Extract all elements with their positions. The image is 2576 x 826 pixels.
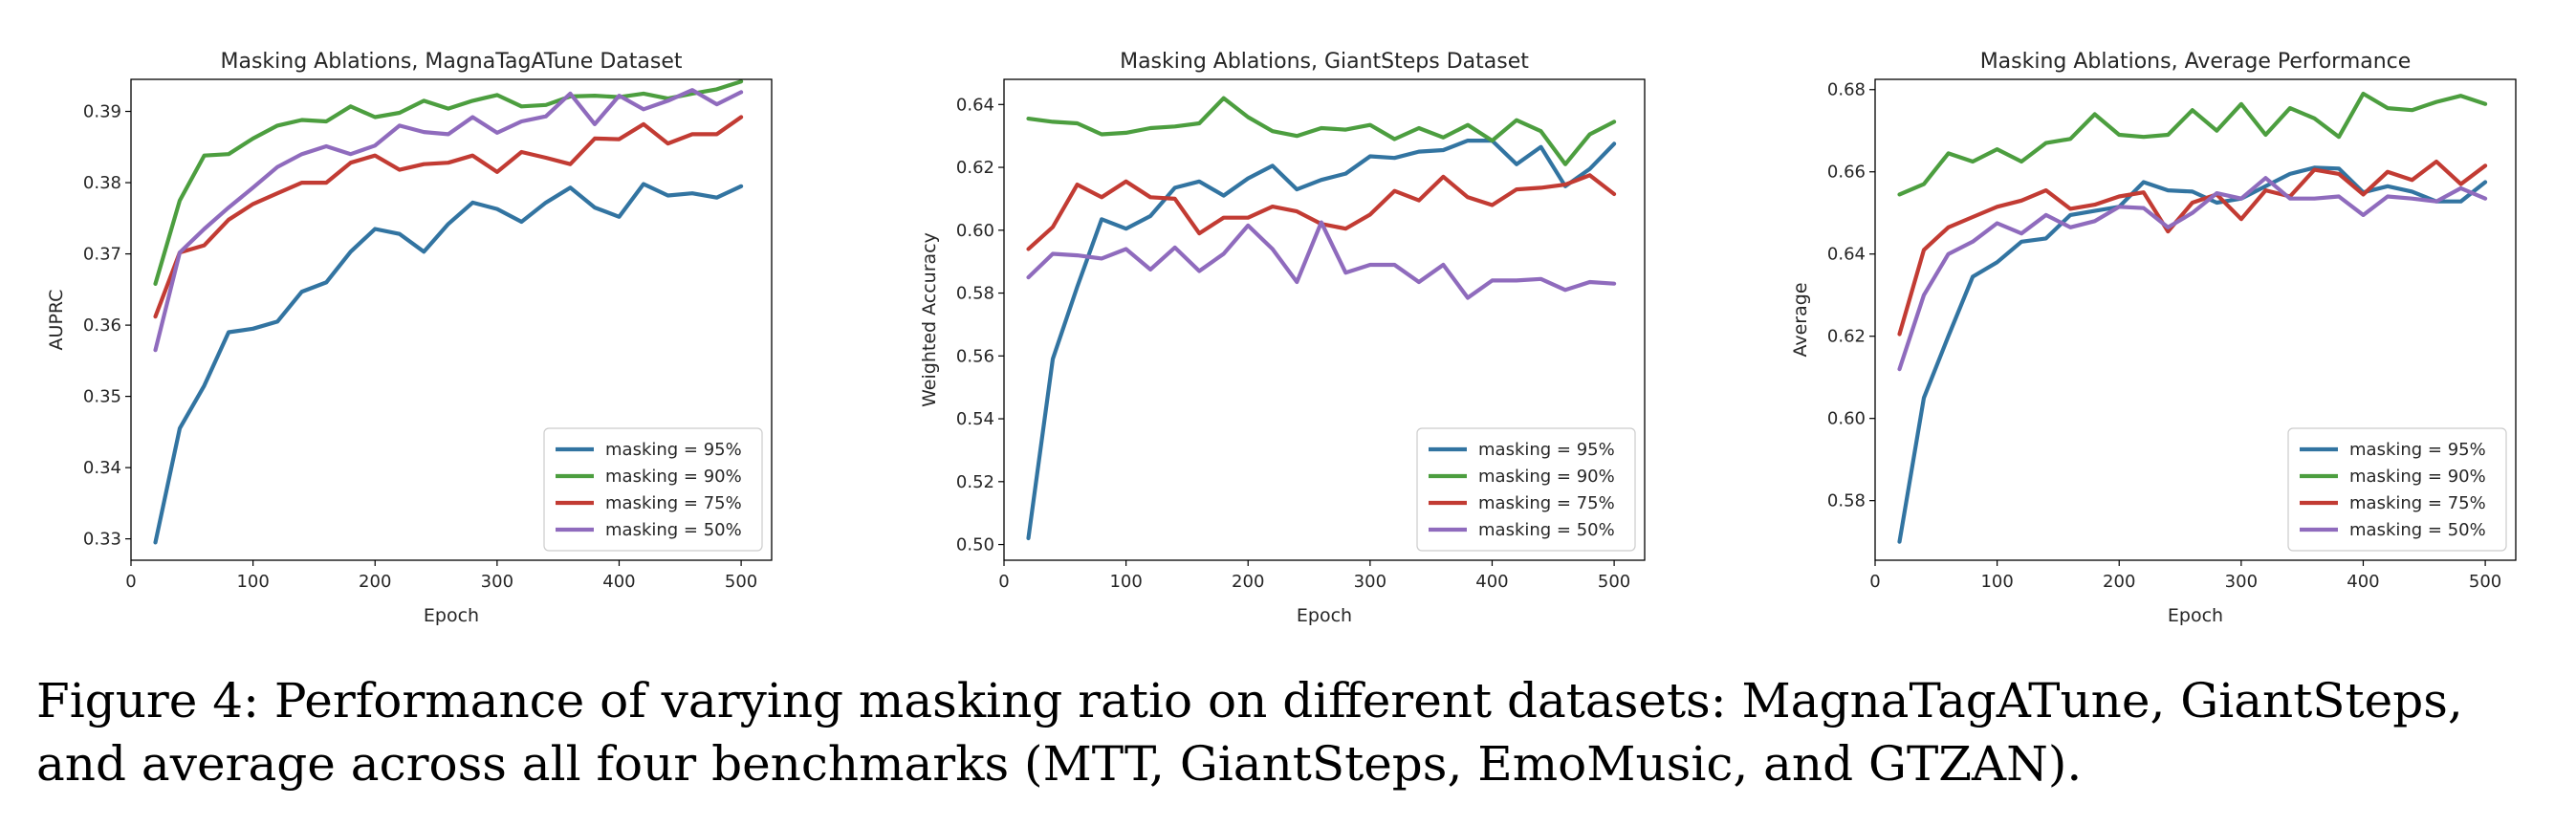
series-line-50 (1026, 220, 1617, 300)
x-tick-label: 200 (1232, 572, 1264, 592)
chart-giantsteps: Masking Ablations, GiantSteps Dataset Ep… (919, 50, 1646, 626)
series-line-95 (1026, 139, 1617, 541)
chart-magnatagatune: Masking Ablations, MagnaTagATune Dataset… (46, 50, 773, 626)
x-tick-label: 300 (1354, 572, 1386, 592)
series-line-75 (1026, 173, 1617, 251)
series-line-75 (153, 115, 744, 319)
x-axis-label: Epoch (424, 605, 479, 626)
chart-title: Masking Ablations, GiantSteps Dataset (1120, 50, 1529, 74)
legend-entry: masking = 75% (605, 493, 742, 513)
y-tick-label: 0.50 (956, 535, 994, 555)
legend-box (2287, 427, 2507, 552)
legend-entry: masking = 90% (1478, 467, 1615, 487)
y-tick-label: 0.38 (83, 173, 121, 193)
series-line-90 (1026, 96, 1617, 166)
x-tick-label: 0 (998, 572, 1009, 592)
legend-entry: masking = 50% (605, 520, 742, 540)
x-tick-label: 100 (1109, 572, 1142, 592)
series-line-90 (153, 79, 744, 286)
x-tick-label: 500 (725, 572, 757, 592)
legend: masking = 95% masking = 90% masking = 75% m… (543, 427, 763, 552)
legend-entry: masking = 95% (1478, 440, 1615, 460)
legend: masking = 95% masking = 90% masking = 75% m… (1416, 427, 1636, 552)
y-tick-label: 0.35 (83, 387, 121, 407)
plot-frame (130, 78, 773, 561)
y-tick-label: 0.60 (1827, 409, 1866, 429)
y-tick-label: 0.56 (956, 346, 994, 366)
x-tick-label: 300 (481, 572, 513, 592)
x-tick-label: 100 (1980, 572, 2013, 592)
y-axis-label: Average (1790, 282, 1811, 357)
y-tick-label: 0.39 (83, 102, 121, 122)
y-tick-label: 0.33 (83, 530, 121, 550)
legend-entry: masking = 75% (1478, 493, 1615, 513)
legend-entry: masking = 75% (2349, 493, 2486, 513)
y-tick-label: 0.37 (83, 245, 121, 265)
chart-title: Masking Ablations, MagnaTagATune Dataset (221, 50, 683, 74)
y-tick-label: 0.36 (83, 315, 121, 336)
x-tick-label: 500 (1598, 572, 1630, 592)
y-tick-label: 0.64 (1827, 245, 1866, 265)
y-tick-label: 0.54 (956, 409, 994, 429)
x-tick-label: 0 (125, 572, 136, 592)
x-tick-label: 200 (2103, 572, 2135, 592)
legend-entry: masking = 95% (2349, 440, 2486, 460)
legend-box (1416, 427, 1636, 552)
x-tick-label: 300 (2225, 572, 2258, 592)
x-tick-label: 200 (359, 572, 391, 592)
y-tick-label: 0.64 (956, 95, 994, 115)
axis-ticks: 0 100 200 300 400 500 0.50 0.52 0.54 0.56 0.58 0.60… (956, 95, 1630, 592)
series-line-95 (1897, 165, 2488, 544)
legend-entry: masking = 95% (605, 440, 742, 460)
y-axis-label: Weighted Accuracy (919, 232, 940, 407)
legend-box (543, 427, 763, 552)
chart-average-performance: Masking Ablations, Average Performance E… (1790, 50, 2517, 626)
legend-entry: masking = 90% (2349, 467, 2486, 487)
y-tick-label: 0.52 (956, 472, 994, 492)
y-tick-label: 0.58 (1827, 491, 1866, 511)
x-tick-label: 400 (2347, 572, 2379, 592)
axis-ticks: 0 100 200 300 400 500 0.58 0.60 0.62 0.64 0.66 0.68 (1827, 80, 2501, 592)
series-line-50 (1897, 176, 2488, 372)
y-tick-label: 0.62 (956, 158, 994, 178)
figure-panels: Masking Ablations, MagnaTagATune Dataset… (46, 50, 2517, 626)
figure-caption: Figure 4: Performance of varying masking… (36, 673, 2463, 792)
x-axis-label: Epoch (2168, 605, 2223, 626)
x-tick-label: 0 (1869, 572, 1880, 592)
y-tick-label: 0.62 (1827, 327, 1866, 347)
y-axis-label: AUPRC (46, 290, 67, 351)
legend-entry: masking = 50% (1478, 520, 1615, 540)
series-line-50 (153, 88, 744, 353)
y-tick-label: 0.68 (1827, 80, 1866, 100)
y-tick-label: 0.34 (83, 458, 121, 478)
legend-entry: masking = 90% (605, 467, 742, 487)
plot-frame (1003, 78, 1646, 561)
axis-ticks: 0 100 200 300 400 500 0.33 0.34 0.35 0.36 0.37 0.38… (83, 102, 757, 592)
x-tick-label: 400 (1475, 572, 1508, 592)
plot-frame (1874, 78, 2517, 561)
x-tick-label: 500 (2469, 572, 2501, 592)
x-tick-label: 100 (236, 572, 269, 592)
y-tick-label: 0.60 (956, 221, 994, 241)
series-line-90 (1897, 91, 2488, 197)
series-lines (1897, 91, 2488, 544)
chart-title: Masking Ablations, Average Performance (1980, 50, 2412, 74)
x-axis-label: Epoch (1297, 605, 1352, 626)
y-tick-label: 0.58 (956, 284, 994, 304)
series-lines (1026, 96, 1617, 541)
series-line-95 (153, 182, 744, 545)
y-tick-label: 0.66 (1827, 163, 1866, 183)
x-tick-label: 400 (602, 572, 635, 592)
legend: masking = 95% masking = 90% masking = 75% m… (2287, 427, 2507, 552)
series-line-75 (1897, 159, 2488, 337)
series-lines (153, 79, 744, 545)
legend-entry: masking = 50% (2349, 520, 2486, 540)
